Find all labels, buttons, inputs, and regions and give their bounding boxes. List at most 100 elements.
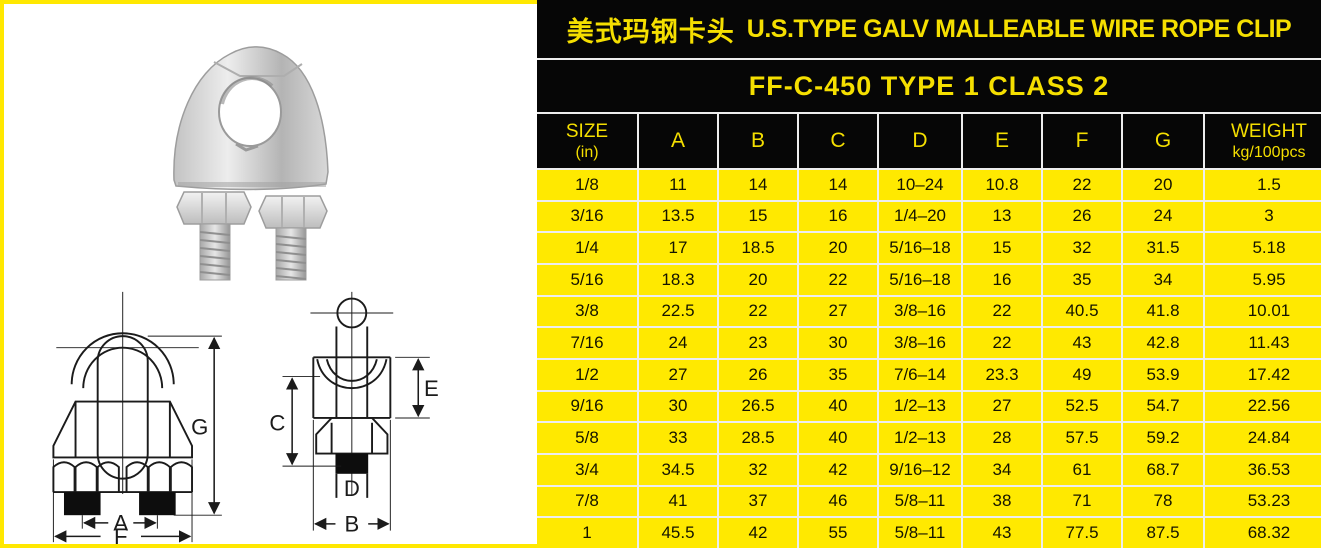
col-header-d: D — [879, 114, 961, 168]
dim-label-c: C — [269, 410, 285, 435]
dim-label-b: B — [344, 512, 359, 537]
cell-a: 13.5 — [639, 201, 717, 232]
cell-g: 54.7 — [1123, 391, 1203, 422]
spec-standard-label: FF-C-450 TYPE 1 CLASS 2 — [748, 70, 1110, 101]
col-header-a: A — [639, 114, 717, 168]
cell-d: 1/4–20 — [879, 201, 961, 232]
clip-bolt-legs — [199, 223, 307, 281]
cell-f: 71 — [1043, 486, 1121, 517]
col-header-c: C — [799, 114, 877, 168]
col-header-weight: WEIGHT kg/100pcs — [1205, 114, 1321, 168]
table-row: 1 45.5 42 55 5/8–11 43 77.5 87.5 68.32 — [537, 518, 1321, 548]
cell-c: 46 — [799, 486, 877, 517]
cell-weight: 24.84 — [1205, 423, 1321, 453]
cell-weight: 22.56 — [1205, 391, 1321, 422]
cell-weight: 68.32 — [1205, 518, 1321, 548]
cell-g: 68.7 — [1123, 454, 1203, 485]
cell-weight: 3 — [1205, 201, 1321, 232]
cell-f: 57.5 — [1043, 423, 1121, 453]
cell-a: 41 — [639, 486, 717, 517]
cell-d: 1/2–13 — [879, 391, 961, 422]
cell-b: 37 — [719, 486, 797, 517]
cell-g: 20 — [1123, 170, 1203, 200]
cell-d: 5/8–11 — [879, 486, 961, 517]
cell-g: 41.8 — [1123, 296, 1203, 327]
cell-d: 3/8–16 — [879, 296, 961, 327]
cell-e: 15 — [963, 233, 1041, 263]
cell-g: 59.2 — [1123, 423, 1203, 453]
cell-c: 20 — [799, 233, 877, 263]
cell-size: 7/8 — [537, 486, 637, 517]
col-header-size: SIZE (in) — [537, 114, 637, 168]
table-row: 3/16 13.5 15 16 1/4–20 13 26 24 3 — [537, 201, 1321, 232]
cell-c: 42 — [799, 454, 877, 485]
cell-size: 9/16 — [537, 391, 637, 422]
cell-f: 61 — [1043, 454, 1121, 485]
cell-e: 22 — [963, 328, 1041, 358]
cell-e: 43 — [963, 518, 1041, 548]
table-row: 3/8 22.5 22 27 3/8–16 22 40.5 41.8 10.01 — [537, 296, 1321, 327]
table-row: 1/4 17 18.5 20 5/16–18 15 32 31.5 5.18 — [537, 233, 1321, 263]
cell-e: 22 — [963, 296, 1041, 327]
cell-b: 26 — [719, 359, 797, 390]
cell-d: 5/16–18 — [879, 233, 961, 263]
cell-weight: 11.43 — [1205, 328, 1321, 358]
cell-b: 32 — [719, 454, 797, 485]
col-header-e: E — [963, 114, 1041, 168]
clip-saddle-body — [173, 46, 329, 191]
table-row: 9/16 30 26.5 40 1/2–13 27 52.5 54.7 22.5… — [537, 391, 1321, 422]
spec-table-body: 1/8 11 14 14 10–24 10.8 22 20 1.5 3/1 — [537, 170, 1321, 548]
cell-e: 13 — [963, 201, 1041, 232]
cell-d: 10–24 — [879, 170, 961, 200]
cell-b: 18.5 — [719, 233, 797, 263]
cell-f: 22 — [1043, 170, 1121, 200]
cell-weight: 5.18 — [1205, 233, 1321, 263]
cell-size: 5/8 — [537, 423, 637, 453]
cell-b: 28.5 — [719, 423, 797, 453]
cell-c: 16 — [799, 201, 877, 232]
dim-label-e: E — [424, 376, 439, 401]
cell-size: 1/4 — [537, 233, 637, 263]
table-row: 7/16 24 23 30 3/8–16 22 43 42.8 11.43 — [537, 328, 1321, 358]
cell-b: 23 — [719, 328, 797, 358]
product-photo — [173, 46, 329, 281]
product-panel: G A F — [0, 0, 537, 548]
cell-b: 26.5 — [719, 391, 797, 422]
cell-weight: 10.01 — [1205, 296, 1321, 327]
cell-g: 87.5 — [1123, 518, 1203, 548]
cell-weight: 17.42 — [1205, 359, 1321, 390]
cell-d: 9/16–12 — [879, 454, 961, 485]
cell-b: 20 — [719, 264, 797, 295]
clip-nuts — [176, 191, 328, 229]
cell-f: 49 — [1043, 359, 1121, 390]
cell-weight: 1.5 — [1205, 170, 1321, 200]
cell-size: 1/8 — [537, 170, 637, 200]
cell-e: 23.3 — [963, 359, 1041, 390]
cell-a: 24 — [639, 328, 717, 358]
cell-f: 32 — [1043, 233, 1121, 263]
dim-label-a: A — [113, 511, 128, 536]
cell-c: 40 — [799, 391, 877, 422]
cell-e: 10.8 — [963, 170, 1041, 200]
table-row: 5/8 33 28.5 40 1/2–13 28 57.5 59.2 24.84 — [537, 423, 1321, 453]
cell-d: 7/6–14 — [879, 359, 961, 390]
cell-size: 1/2 — [537, 359, 637, 390]
table-row: 3/4 34.5 32 42 9/16–12 34 61 68.7 36.53 — [537, 454, 1321, 485]
spec-panel: 美式玛钢卡头 U.S.TYPE GALV MALLEABLE WIRE ROPE… — [537, 0, 1321, 548]
cell-d: 3/8–16 — [879, 328, 961, 358]
col-header-g: G — [1123, 114, 1203, 168]
cell-b: 15 — [719, 201, 797, 232]
dim-label-d: D — [344, 476, 360, 501]
title-english: U.S.TYPE GALV MALLEABLE WIRE ROPE CLIP — [746, 14, 1292, 43]
cell-g: 78 — [1123, 486, 1203, 517]
cell-b: 14 — [719, 170, 797, 200]
cell-e: 38 — [963, 486, 1041, 517]
cell-f: 52.5 — [1043, 391, 1121, 422]
cell-c: 55 — [799, 518, 877, 548]
cell-c: 35 — [799, 359, 877, 390]
dimension-diagrams: G A F — [52, 291, 439, 546]
cell-a: 22.5 — [639, 296, 717, 327]
cell-g: 53.9 — [1123, 359, 1203, 390]
side-view-diagram: C E D B — [269, 291, 439, 537]
